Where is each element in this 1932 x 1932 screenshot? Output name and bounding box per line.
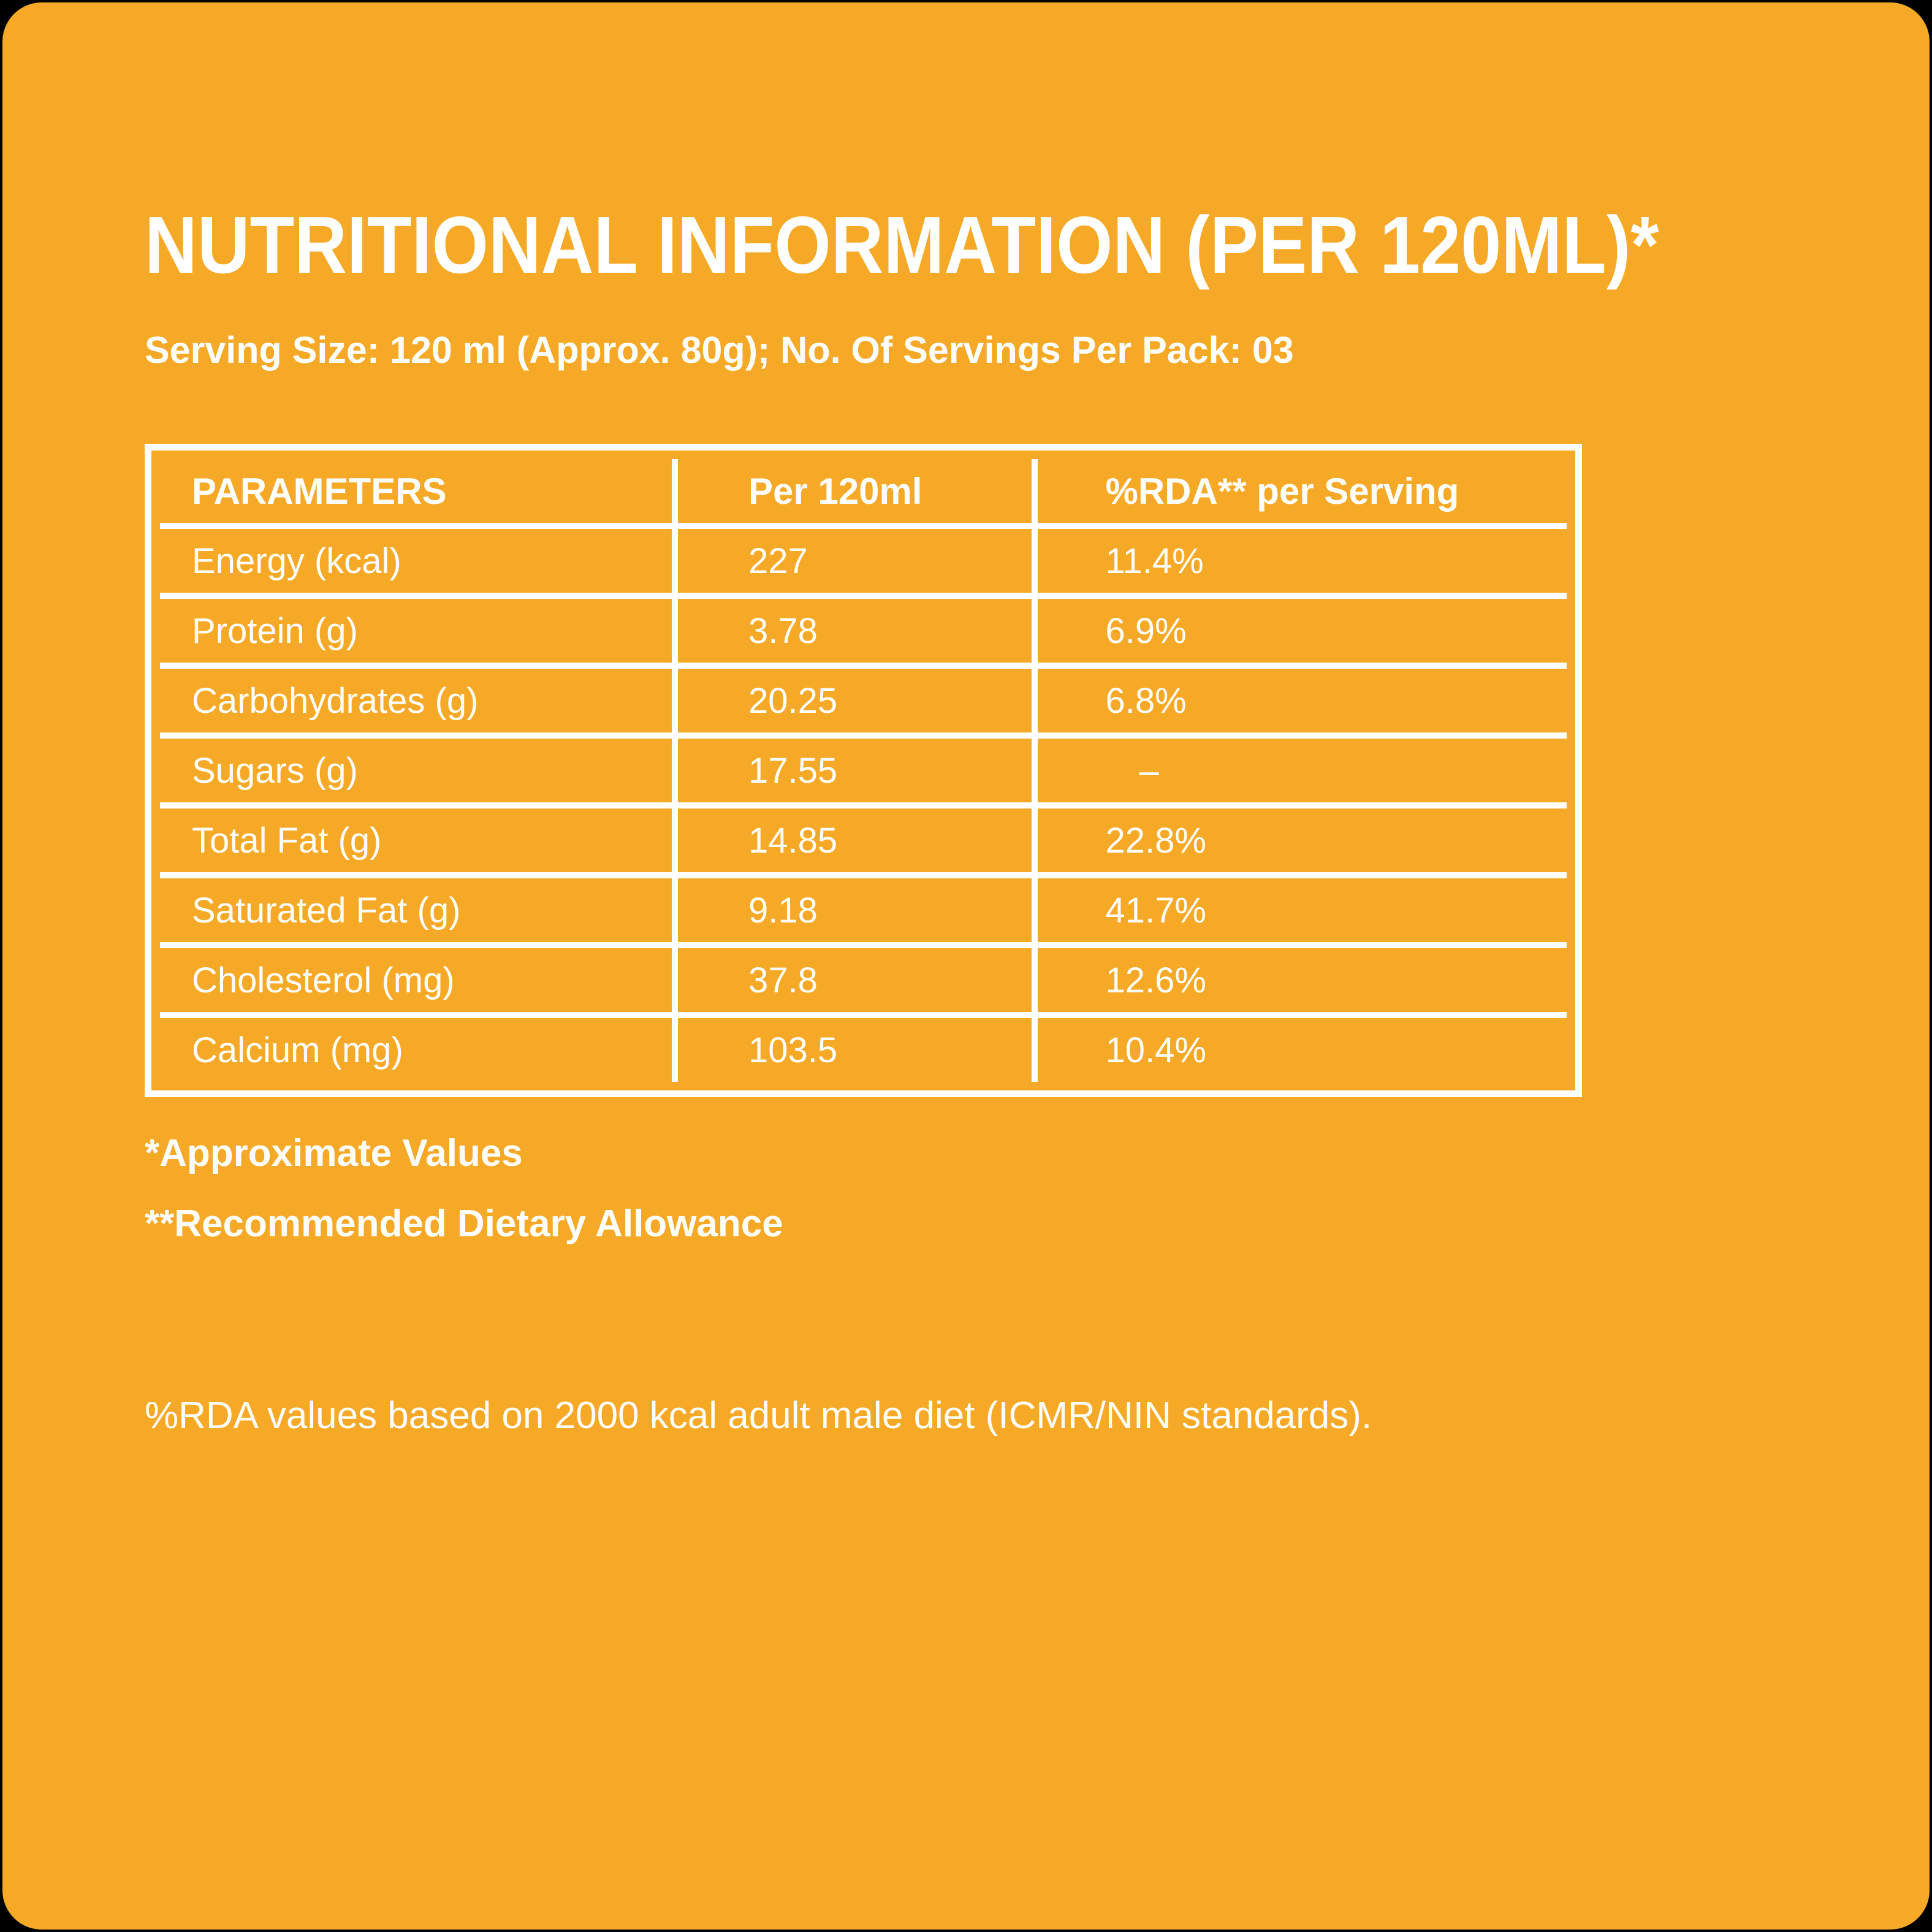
table-row: Cholesterol (mg) 37.8 12.6% [160,942,1567,1019]
cell-per-120ml: 3.78 [671,593,1038,669]
rda-disclaimer-line: %RDA values based on 2000 kcal adult mal… [145,1394,1372,1437]
cell-parameter: Total Fat (g) [160,802,678,879]
cell-parameter: Protein (g) [160,593,678,669]
cell-per-120ml: 9.18 [671,872,1038,949]
header-cell-parameters: PARAMETERS [160,459,678,530]
cell-rda: 10.4% [1032,1012,1567,1082]
cell-per-120ml: 103.5 [671,1012,1038,1082]
table-row: Carbohydrates (g) 20.25 6.8% [160,663,1567,739]
cell-rda-dash: – [1032,732,1567,809]
header-cell-rda: %RDA** per Serving [1032,459,1567,530]
table-row: Sugars (g) 17.55 – [160,732,1567,809]
cell-parameter: Energy (kcal) [160,523,678,599]
nutrition-table-frame: PARAMETERS Per 120ml %RDA** per Serving … [145,444,1582,1098]
table-row: Calcium (mg) 103.5 10.4% [160,1012,1567,1082]
cell-parameter: Cholesterol (mg) [160,942,678,1019]
table-row: Saturated Fat (g) 9.18 41.7% [160,872,1567,949]
footnote-rda-definition: **Recommended Dietary Allowance [145,1203,783,1246]
page-title: NUTRITIONAL INFORMATION (PER 120ML)* [145,200,1659,290]
nutrition-table: PARAMETERS Per 120ml %RDA** per Serving … [160,459,1567,1082]
footnote-approximate-values: *Approximate Values [145,1132,523,1175]
cell-rda: 22.8% [1032,802,1567,879]
cell-per-120ml: 17.55 [671,732,1038,809]
cell-rda: 12.6% [1032,942,1567,1019]
cell-per-120ml: 37.8 [671,942,1038,1019]
cell-parameter: Sugars (g) [160,732,678,809]
cell-per-120ml: 14.85 [671,802,1038,879]
table-row: Energy (kcal) 227 11.4% [160,523,1567,599]
cell-rda: 6.9% [1032,593,1567,669]
cell-per-120ml: 20.25 [671,663,1038,739]
cell-parameter: Carbohydrates (g) [160,663,678,739]
cell-rda: 11.4% [1032,523,1567,599]
cell-rda: 41.7% [1032,872,1567,949]
cell-rda: 6.8% [1032,663,1567,739]
table-row: Total Fat (g) 14.85 22.8% [160,802,1567,879]
cell-parameter: Saturated Fat (g) [160,872,678,949]
table-header-row: PARAMETERS Per 120ml %RDA** per Serving [160,459,1567,530]
cell-per-120ml: 227 [671,523,1038,599]
cell-parameter: Calcium (mg) [160,1012,678,1082]
table-row: Protein (g) 3.78 6.9% [160,593,1567,669]
header-cell-per-120ml: Per 120ml [671,459,1038,530]
serving-size-line: Serving Size: 120 ml (Approx. 80g); No. … [145,329,1294,371]
